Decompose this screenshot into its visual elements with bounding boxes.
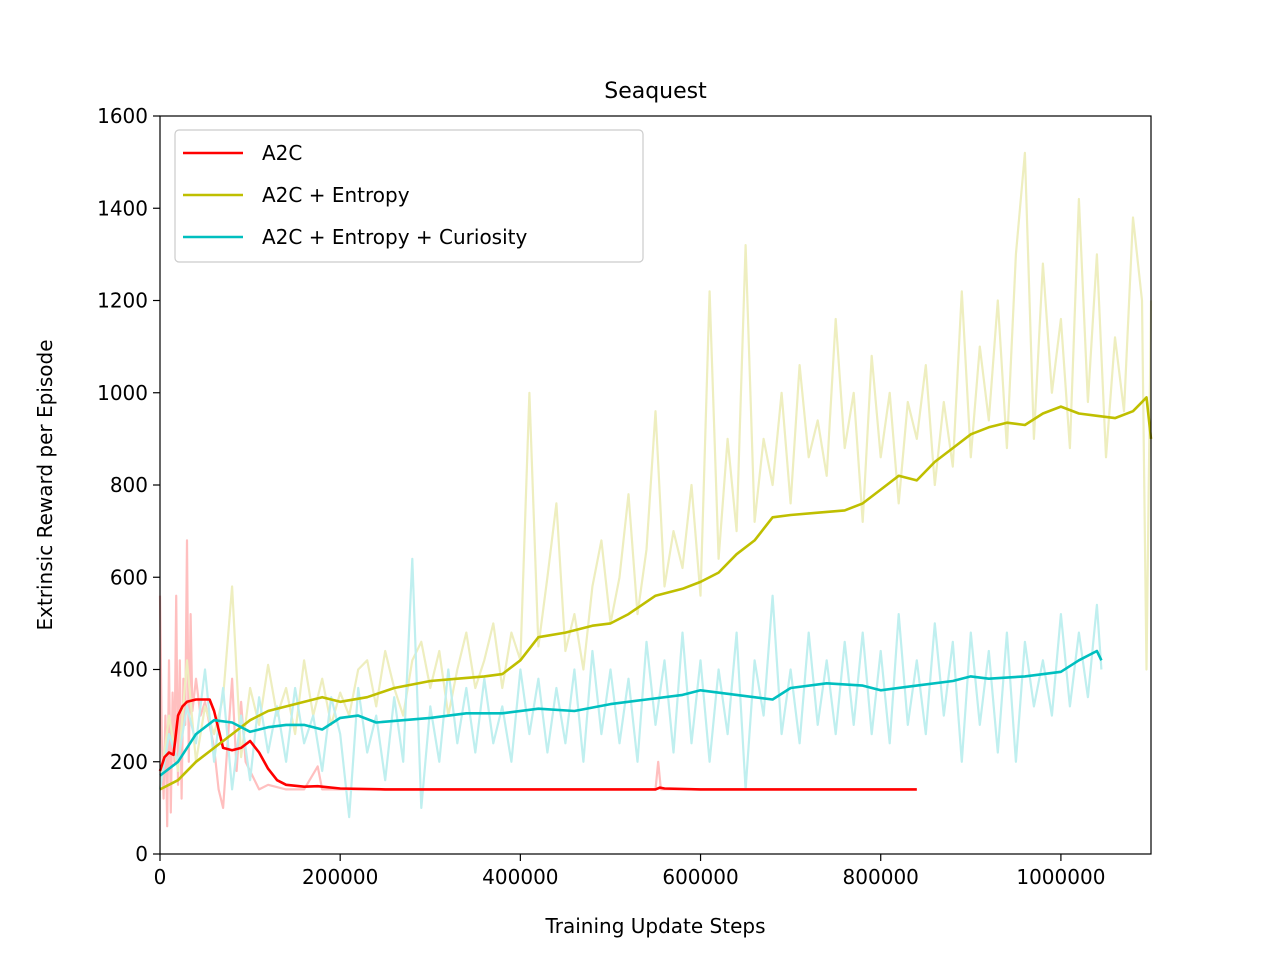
y-tick-label: 600	[110, 565, 148, 589]
y-tick-label: 1200	[97, 289, 148, 313]
y-tick-label: 1400	[97, 196, 148, 220]
y-axis: 0 200 400 600 800 1000 1200 1400 1600	[97, 104, 160, 866]
y-axis-label: Extrinsic Reward per Episode	[33, 339, 57, 630]
smoothed-series-layer	[158, 396, 1153, 791]
x-tick-label: 1000000	[1016, 865, 1105, 889]
y-tick-label: 200	[110, 750, 148, 774]
x-tick-label: 0	[154, 865, 167, 889]
y-tick-label: 1000	[97, 381, 148, 405]
legend-label-a2c-entropy-curiosity: A2C + Entropy + Curiosity	[262, 225, 527, 249]
x-axis-label: Training Update Steps	[544, 914, 765, 938]
y-tick-label: 800	[110, 473, 148, 497]
series-line-a2c	[158, 698, 917, 791]
y-tick-label: 1600	[97, 104, 148, 128]
y-tick-label: 0	[135, 842, 148, 866]
legend-label-a2c: A2C	[262, 141, 302, 165]
series-line-a2c-entropy-curiosity	[159, 649, 1103, 777]
x-tick-label: 800000	[843, 865, 919, 889]
x-tick-label: 600000	[662, 865, 738, 889]
legend-box	[174, 129, 644, 263]
y-tick-label: 400	[110, 658, 148, 682]
chart-title: Seaquest	[604, 79, 707, 104]
x-tick-label: 200000	[302, 865, 378, 889]
legend: A2C A2C + Entropy A2C + Entropy + Curiosit…	[174, 129, 644, 263]
series-raw-a2c-entropy-curiosity	[158, 557, 1103, 819]
series-line-a2c-entropy	[159, 396, 1153, 791]
legend-label-a2c-entropy: A2C + Entropy	[262, 183, 410, 207]
x-axis: 0 200000 400000 600000 800000 1000000	[154, 854, 1105, 889]
x-tick-label: 400000	[482, 865, 558, 889]
series-raw-a2c-entropy	[158, 151, 1153, 790]
